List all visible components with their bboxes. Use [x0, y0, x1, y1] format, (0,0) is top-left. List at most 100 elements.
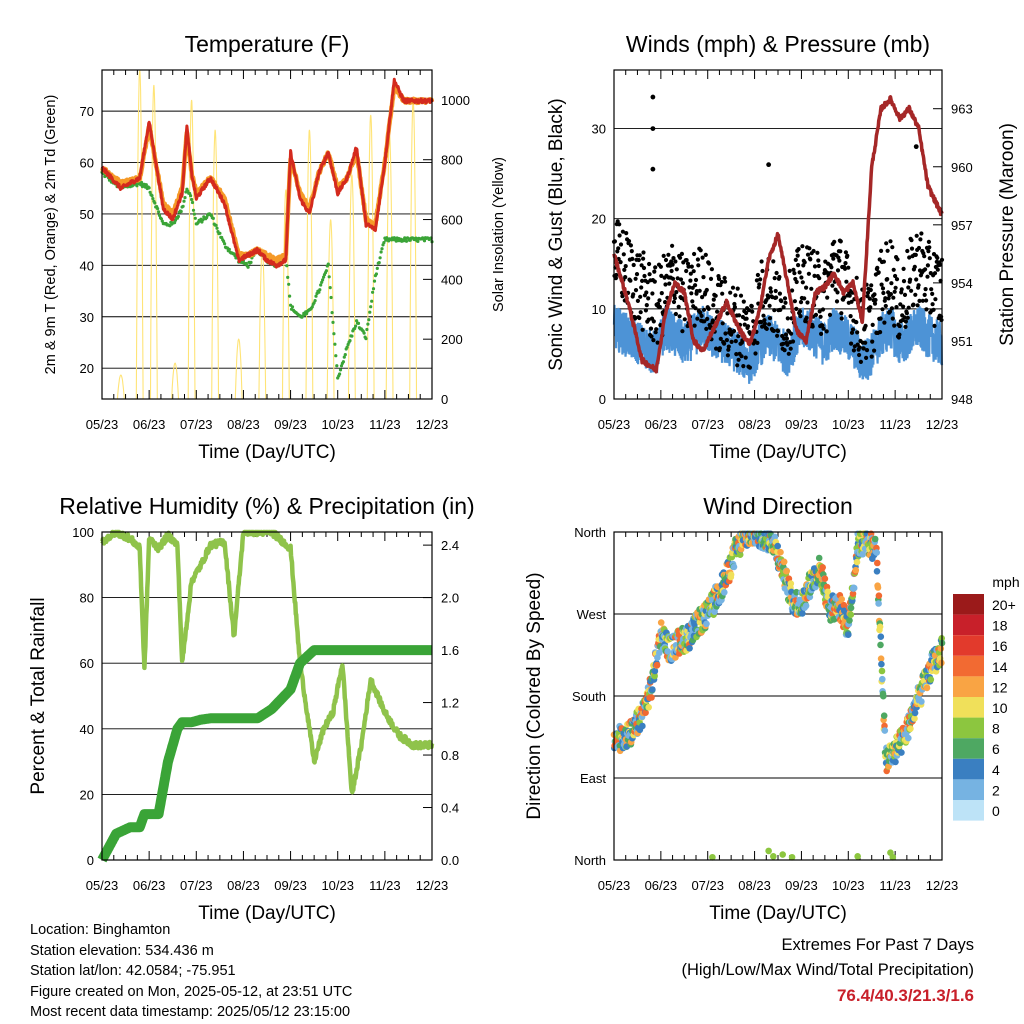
- gust-point: [851, 348, 857, 353]
- direction-point: [645, 704, 652, 711]
- dewpoint-point: [422, 239, 427, 243]
- colorbar-swatch: [953, 779, 984, 800]
- direction-point: [876, 623, 884, 631]
- gust-point: [687, 285, 692, 290]
- gust-point: [726, 344, 731, 349]
- direction-point: [875, 592, 883, 599]
- gust-point: [922, 254, 927, 259]
- y2-axis-label: Station Pressure (Maroon): [997, 123, 1018, 346]
- colorbar-label: 10: [992, 700, 1008, 716]
- gust-point: [809, 286, 814, 291]
- dewpoint-point: [331, 320, 335, 324]
- gust-point: [693, 283, 698, 288]
- gust-point: [938, 262, 943, 267]
- y-tick-label: 60: [80, 156, 94, 171]
- gust-point: [654, 327, 659, 332]
- direction-point: [853, 558, 861, 566]
- gust-point: [708, 276, 714, 281]
- gust-point: [617, 222, 622, 227]
- gust-point: [717, 346, 723, 351]
- gust-point: [855, 330, 860, 335]
- gust-point: [868, 287, 873, 293]
- direction-point: [878, 660, 885, 668]
- gust-point: [880, 307, 885, 312]
- gust-point: [929, 287, 934, 292]
- y2-tick-label: 0: [441, 392, 448, 407]
- gust-point: [719, 279, 724, 285]
- gust-point: [670, 276, 676, 281]
- gust-point: [667, 281, 672, 286]
- gust-point: [680, 329, 685, 334]
- gust-point: [670, 243, 675, 248]
- y2-tick-label: 957: [951, 218, 973, 233]
- dewpoint-point: [324, 269, 328, 273]
- dewpoint-point: [287, 282, 291, 286]
- gust-point: [725, 311, 730, 316]
- colorbar-label: 0: [992, 803, 1000, 819]
- gust-point: [815, 250, 820, 255]
- gust-point: [744, 316, 749, 321]
- gust-point: [725, 353, 731, 358]
- dewpoint-point: [366, 322, 370, 326]
- gust-point: [651, 319, 656, 324]
- direction-point: [721, 589, 728, 596]
- gust-point: [790, 339, 796, 344]
- gust-point: [832, 239, 837, 244]
- gust-point: [644, 303, 649, 308]
- gust-point: [846, 265, 851, 270]
- dewpoint-point: [339, 364, 344, 368]
- relative-humidity-series: [100, 529, 435, 795]
- gust-point: [680, 281, 686, 286]
- gust-point: [869, 354, 874, 359]
- gust-point: [878, 330, 883, 335]
- direction-point: [651, 672, 658, 680]
- gust-point: [634, 272, 640, 277]
- recent-data-text: Most recent data timestamp: 2025/05/12 2…: [30, 1004, 351, 1020]
- y-tick-label: 0: [599, 392, 606, 407]
- location-text: Location: Binghamton: [30, 922, 171, 938]
- dewpoint-point: [414, 236, 418, 240]
- gust-point: [783, 332, 789, 337]
- gust-point: [647, 261, 652, 267]
- dewpoint-point: [338, 368, 343, 372]
- direction-point: [780, 558, 788, 566]
- solar-day-trace: [281, 189, 290, 400]
- gust-point: [922, 292, 927, 297]
- gust-point: [781, 305, 786, 310]
- gust-point: [764, 326, 769, 331]
- gust-point: [894, 305, 899, 310]
- gust-point: [746, 308, 752, 313]
- gust-point: [650, 126, 656, 131]
- gust-point: [903, 324, 908, 329]
- direction-point: [871, 535, 879, 543]
- dewpoint-point: [181, 204, 185, 208]
- gust-point: [854, 275, 859, 280]
- gust-point: [693, 277, 699, 283]
- dewpoint-point: [160, 219, 164, 223]
- gust-point: [766, 295, 771, 300]
- gust-point: [864, 355, 869, 360]
- y2-tick-label: 1.2: [441, 696, 459, 711]
- x-tick-label: 12/23: [416, 878, 449, 893]
- dewpoint-point: [378, 256, 382, 260]
- y2-tick-label: 0.8: [441, 748, 459, 763]
- dewpoint-point: [157, 210, 161, 214]
- dewpoint-point: [320, 280, 324, 284]
- x-tick-label: 10/23: [321, 878, 354, 893]
- gust-point: [932, 323, 937, 328]
- gust-point: [913, 144, 919, 150]
- 2m-temperature-series: [100, 77, 434, 269]
- gust-point: [802, 296, 807, 301]
- gust-point: [650, 291, 655, 296]
- elevation-text: Station elevation: 534.436 m: [30, 942, 214, 959]
- y2-axis-label: Solar Insolation (Yellow): [491, 157, 507, 312]
- direction-point: [727, 571, 735, 578]
- gust-point: [663, 300, 668, 305]
- dewpoint-point: [151, 197, 155, 201]
- gust-point: [920, 298, 925, 303]
- dewpoint-point: [362, 331, 366, 335]
- direction-point: [802, 602, 810, 610]
- gust-point: [799, 275, 804, 280]
- solar-day-trace: [326, 219, 335, 400]
- gust-point: [676, 304, 681, 309]
